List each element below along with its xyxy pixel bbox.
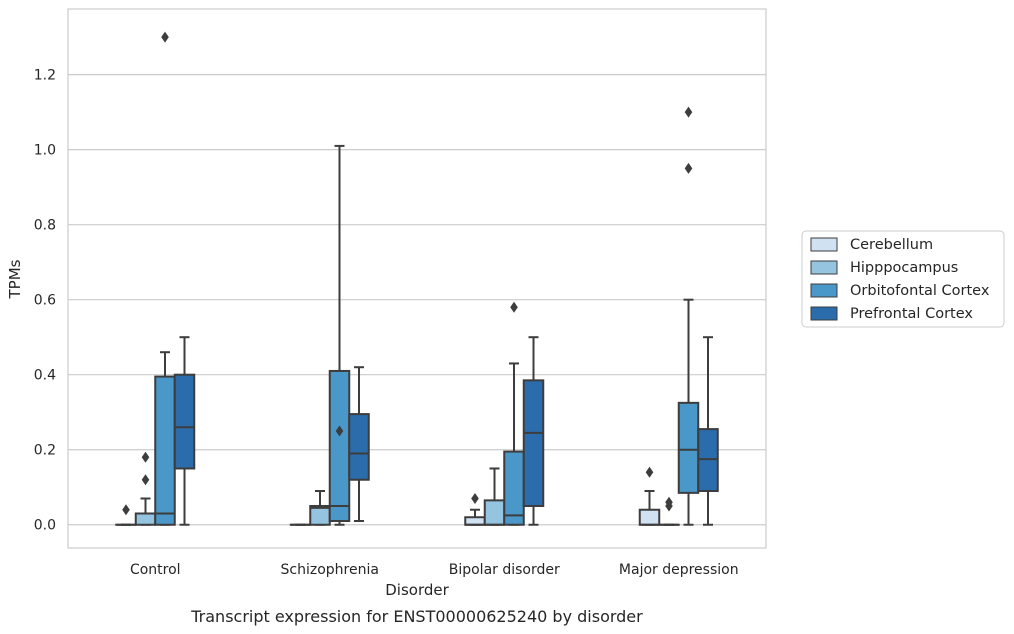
y-tick-label: 0.8 [34,218,56,234]
box-hipppocampus [658,496,680,526]
legend-swatch [810,306,838,321]
legend-entry: Cerebellum [850,237,933,253]
iqr-box [134,512,157,526]
y-tick-labels: 0.0 0.2 0.4 0.6 0.8 1.0 1.2 [34,68,56,534]
box-prefrontal-cortex [697,336,719,526]
outlier-point [684,162,693,174]
outlier-point [141,474,150,486]
iqr-box [328,369,351,522]
box-prefrontal-cortex [348,366,370,522]
iqr-box [154,375,176,526]
iqr-box [522,379,545,507]
outlier-point [122,504,130,516]
box-prefrontal-cortex [173,336,196,526]
x-tick-labels: Control Schizophrenia Bipolar disorder Majo… [130,562,739,578]
outlier-point [510,301,518,313]
y-tick-label: 0.0 [34,518,56,534]
chart-caption: Transcript expression for ENST0000062524… [190,607,643,626]
outlier-point [684,106,693,118]
x-tick-label: Major depression [619,562,739,578]
plot-frame [67,8,767,549]
outlier-point [645,466,654,478]
iqr-box [348,413,370,481]
legend-swatch [810,260,838,275]
outlier-point [471,492,479,504]
box-orbitofontal-cortex [154,31,176,526]
y-tick-label: 1.0 [34,143,56,159]
iqr-box [638,508,661,526]
legend-swatch [810,283,838,298]
legend-swatch [810,237,838,252]
box-prefrontal-cortex [522,336,545,526]
box-hipppocampus [309,489,331,526]
legend-entry: Orbitofontal Cortex [850,283,990,299]
box-cerebellum [638,466,661,526]
box-orbitofontal-cortex [328,144,351,526]
y-tick-label: 0.4 [34,368,56,384]
iqr-box [483,499,506,526]
iqr-box [503,450,525,526]
outlier-point [665,496,673,508]
iqr-box [677,401,700,494]
y-tick-label: 1.2 [34,68,56,84]
outlier-point [141,451,150,463]
x-axis-label: Disorder [385,581,449,599]
outlier-point [161,31,169,43]
outlier-point [335,425,344,437]
y-axis-label: TPMs [6,259,24,299]
x-tick-label: Bipolar disorder [449,562,560,578]
x-tick-label: Schizophrenia [281,562,379,578]
box-orbitofontal-cortex [503,301,525,526]
legend-entry: Prefrontal Cortex [850,306,973,322]
legend-entry: Hipppocampus [850,260,958,276]
legend-frame [801,230,1005,328]
iqr-box [464,516,486,526]
iqr-box [173,373,196,470]
y-tick-label: 0.2 [34,443,56,459]
box-groups [115,31,719,526]
x-tick-label: Control [130,562,181,578]
legend: Cerebellum Hipppocampus Orbitofontal Corte… [801,230,1005,328]
y-tick-label: 0.6 [34,293,56,309]
